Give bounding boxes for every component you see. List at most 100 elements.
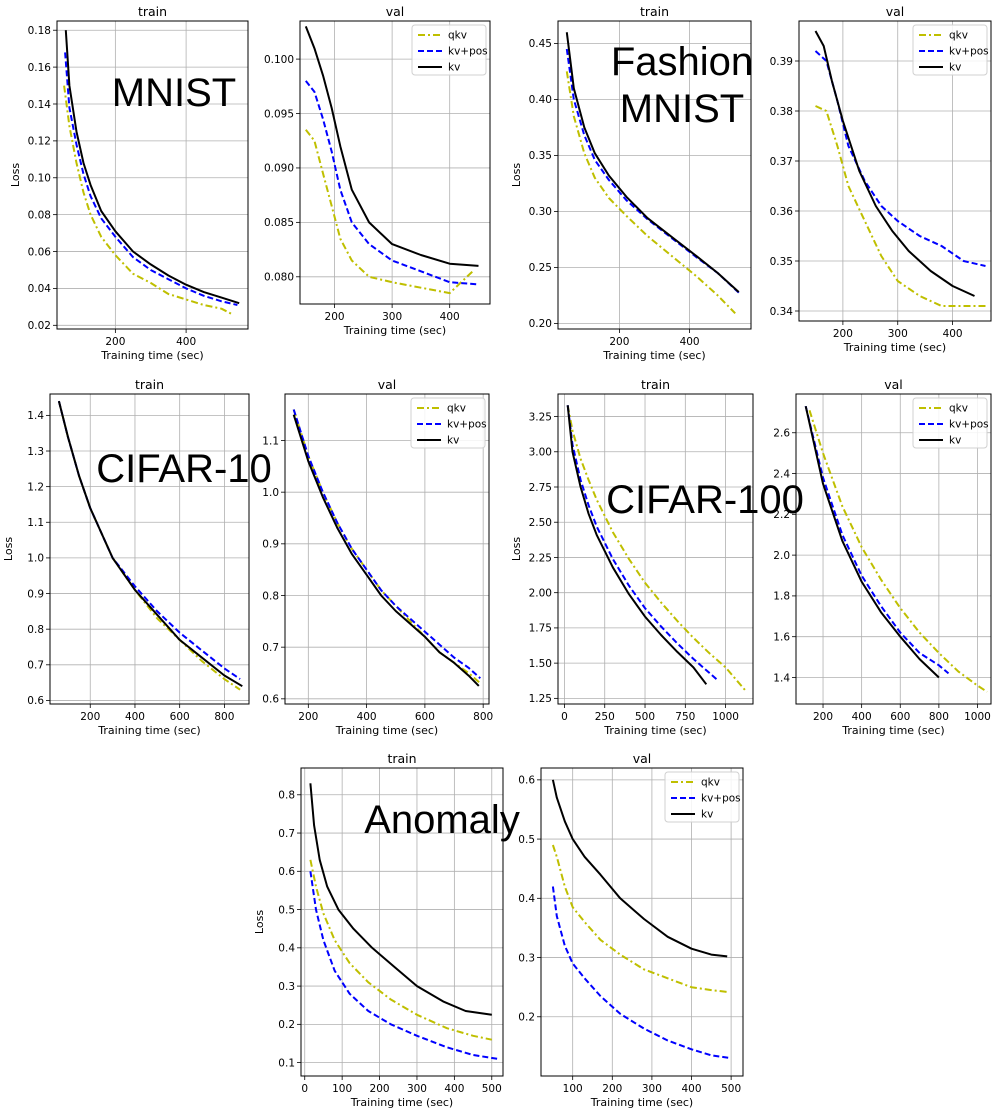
- y-tick-label: 0.37: [770, 156, 793, 168]
- y-tick-label: 2.75: [529, 482, 552, 494]
- x-tick-label: 500: [721, 1083, 741, 1095]
- x-axis-label: Training time (sec): [335, 724, 438, 737]
- series-line-qkv: [63, 85, 233, 316]
- y-tick-label: 2.00: [529, 587, 552, 599]
- series-line-qkv: [292, 409, 481, 685]
- panel-frame: [795, 393, 992, 705]
- x-tick-label: 400: [680, 336, 700, 348]
- y-tick-label: 0.5: [278, 904, 295, 916]
- y-tick-label: 0.100: [264, 54, 294, 66]
- y-tick-label: 0.7: [262, 642, 279, 654]
- panel-0: 200 400 0.02 0.04 0.06 0.08 0.10 0.12 0.14 0.16 0.…: [9, 4, 249, 362]
- y-tick-label: 0.36: [770, 206, 794, 218]
- y-tick-label: 2.4: [773, 468, 790, 480]
- series-line-qkv: [808, 409, 988, 693]
- y-tick-label: 1.4: [773, 672, 790, 684]
- x-tick-label: 800: [929, 711, 949, 723]
- series-group: [57, 400, 243, 691]
- legend: qkv kv+pos kv: [411, 24, 488, 76]
- x-tick-label: 600: [170, 711, 190, 723]
- legend-label: qkv: [447, 403, 466, 415]
- y-tick-label: 1.8: [773, 591, 790, 603]
- y-tick-label: 0.10: [28, 173, 51, 185]
- series-line-qkv: [551, 844, 728, 993]
- x-tick-label: 300: [382, 311, 402, 323]
- legend-box: [664, 771, 740, 823]
- x-tick-label: 400: [440, 311, 460, 323]
- legend-box: [411, 24, 487, 76]
- panel-title: train: [138, 4, 167, 19]
- y-tick-label: 0.06: [28, 246, 52, 258]
- y-tick-label: 1.0: [27, 553, 44, 565]
- panel-title: val: [884, 377, 903, 392]
- panel-4: 200 400 600 800 0.6 0.7 0.8 0.9 1.0 1.1 1.2 1.3 1.4 t…: [2, 377, 250, 737]
- x-tick-label: 400: [943, 328, 963, 340]
- x-tick-label: 300: [642, 1083, 662, 1095]
- y-tick-label: 2.25: [529, 552, 552, 564]
- panel-2: 200 400 0.20 0.25 0.30 0.35 0.40 0.45 train Train…: [510, 4, 752, 362]
- x-tick-label: 200: [80, 711, 100, 723]
- x-tick-label: 0: [301, 1083, 308, 1095]
- y-tick-label: 0.39: [770, 56, 793, 68]
- y-tick-label: 1.2: [27, 481, 44, 493]
- y-tick-label: 3.25: [529, 411, 552, 423]
- y-tick-label: 0.12: [28, 136, 51, 148]
- series-line-kv-pos: [814, 50, 986, 267]
- x-tick-label: 200: [833, 328, 853, 340]
- panel-frame: [49, 393, 250, 705]
- y-tick-label: 2.50: [529, 517, 552, 529]
- y-tick-label: 0.25: [529, 262, 552, 274]
- y-tick-label: 0.8: [278, 790, 295, 802]
- panel-1: 200 300 400 0.080 0.085 0.090 0.095 0.100 val Tra…: [264, 4, 491, 337]
- x-tick-label: 500: [635, 711, 655, 723]
- y-tick-label: 0.6: [27, 695, 44, 707]
- y-axis-label: Loss: [510, 537, 523, 561]
- x-tick-label: 800: [473, 711, 493, 723]
- series-line-kv: [551, 779, 728, 958]
- x-tick-label: 200: [813, 711, 833, 723]
- panel-7: 200 400 600 800 1000 1.4 1.6 1.8 2.0 2.2 2.4 2.6 val…: [773, 377, 992, 737]
- x-tick-label: 400: [125, 711, 145, 723]
- y-tick-label: 0.40: [529, 94, 552, 106]
- y-tick-label: 0.45: [529, 38, 552, 50]
- series-group: [309, 783, 498, 1060]
- x-axis-label: Training time (sec): [841, 724, 944, 737]
- y-tick-label: 1.4: [27, 410, 44, 422]
- y-tick-label: 0.30: [529, 206, 552, 218]
- series-line-kv: [57, 400, 243, 688]
- legend-box: [912, 24, 988, 76]
- x-tick-label: 400: [357, 711, 377, 723]
- y-tick-label: 0.3: [278, 981, 295, 993]
- panel-frame: [557, 20, 752, 330]
- legend-box: [410, 397, 486, 449]
- panel-frame: [300, 767, 504, 1077]
- series-group: [63, 30, 240, 316]
- y-tick-label: 2.2: [773, 509, 790, 521]
- x-tick-label: 100: [563, 1083, 583, 1095]
- x-tick-label: 400: [852, 711, 872, 723]
- legend-label: qkv: [949, 30, 968, 42]
- y-tick-label: 2.6: [773, 428, 790, 440]
- y-tick-label: 1.0: [262, 487, 279, 499]
- series-group: [551, 779, 732, 1060]
- x-tick-label: 200: [370, 1083, 390, 1095]
- x-tick-label: 1000: [712, 711, 739, 723]
- x-axis-label: Training time (sec): [590, 1096, 693, 1109]
- y-tick-label: 0.090: [264, 163, 294, 175]
- legend-label: kv+pos: [949, 46, 989, 58]
- series-line-kv-pos: [565, 48, 742, 296]
- legend-label: kv: [949, 62, 961, 74]
- x-tick-label: 1000: [964, 711, 991, 723]
- y-axis-label: Loss: [2, 537, 15, 561]
- x-tick-label: 300: [407, 1083, 427, 1095]
- x-axis-label: Training time (sec): [343, 324, 446, 337]
- y-tick-label: 0.16: [28, 62, 52, 74]
- x-tick-label: 200: [609, 336, 629, 348]
- series-line-qkv: [57, 400, 241, 691]
- panel-frame: [557, 393, 754, 705]
- y-tick-label: 0.8: [27, 624, 44, 636]
- x-tick-label: 400: [444, 1083, 464, 1095]
- y-tick-label: 0.18: [28, 25, 51, 37]
- panel-title: val: [886, 4, 905, 19]
